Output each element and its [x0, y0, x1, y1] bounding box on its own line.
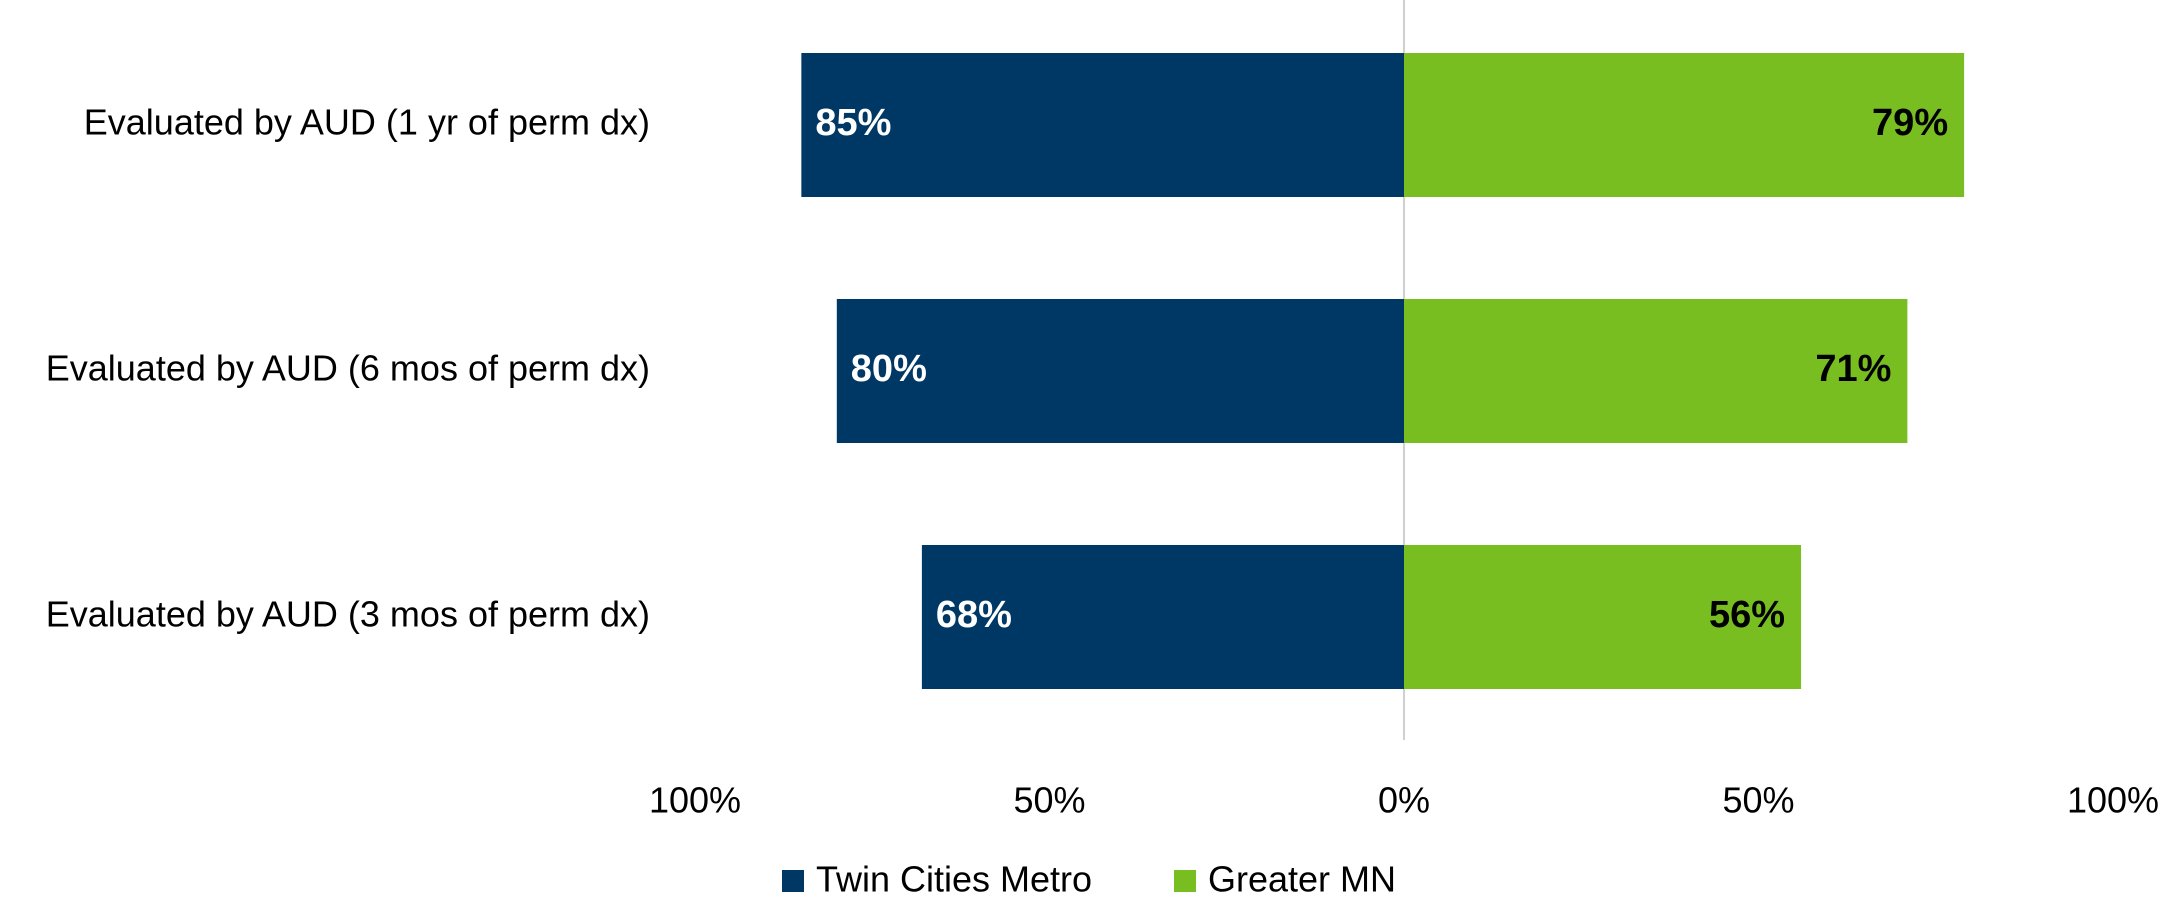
x-tick-label: 0% [1378, 780, 1430, 821]
value-label: 79% [1872, 102, 1948, 144]
bar [1404, 53, 1965, 197]
x-tick-label: 50% [1013, 780, 1085, 821]
value-label: 56% [1709, 594, 1785, 636]
legend-swatch [1174, 870, 1196, 892]
legend-label: Twin Cities Metro [816, 859, 1092, 899]
category-label: Evaluated by AUD (3 mos of perm dx) [46, 594, 650, 635]
x-tick-label: 100% [2067, 780, 2159, 821]
category-label: Evaluated by AUD (1 yr of perm dx) [84, 102, 650, 143]
bar [836, 299, 1404, 443]
legend-swatch [782, 870, 804, 892]
category-label: Evaluated by AUD (6 mos of perm dx) [46, 348, 650, 389]
bar [801, 53, 1404, 197]
value-label: 85% [815, 102, 891, 144]
bar [921, 545, 1404, 689]
legend-label: Greater MN [1208, 859, 1396, 899]
bar [1404, 299, 1908, 443]
x-tick-label: 50% [1722, 780, 1794, 821]
value-label: 80% [851, 348, 927, 390]
x-tick-label: 100% [649, 780, 741, 821]
value-label: 71% [1815, 348, 1891, 390]
bar [1404, 545, 1802, 689]
value-label: 68% [936, 594, 1012, 636]
